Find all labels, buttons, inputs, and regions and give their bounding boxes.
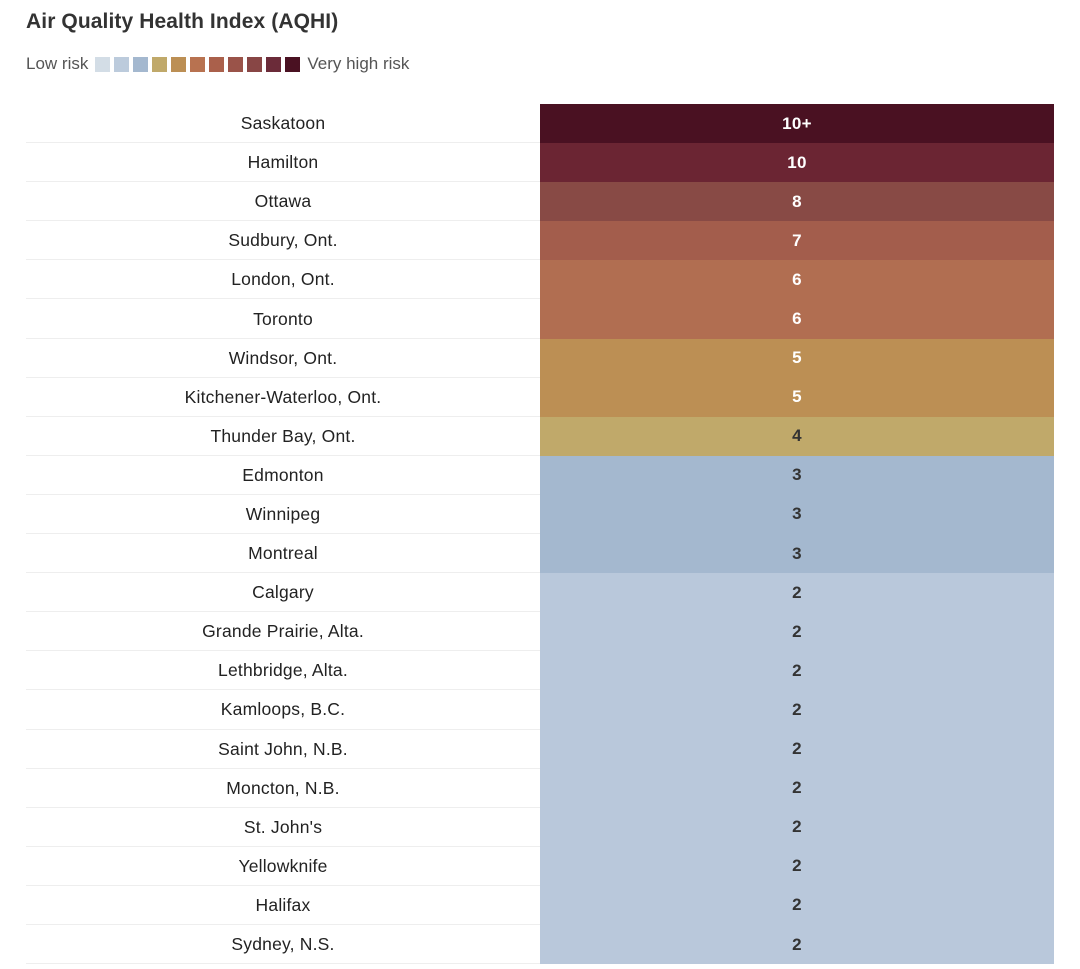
city-label: Edmonton bbox=[242, 464, 324, 485]
legend-swatches bbox=[95, 56, 301, 72]
city-label: Grande Prairie, Alta. bbox=[202, 621, 364, 642]
legend-high-label: Very high risk bbox=[307, 54, 410, 73]
city-label: Lethbridge, Alta. bbox=[218, 660, 348, 681]
city-label: Saskatoon bbox=[240, 113, 326, 134]
table-row: Grande Prairie, Alta. 2 bbox=[26, 612, 1054, 652]
city-label: Hamilton bbox=[247, 152, 319, 173]
aqhi-table: Saskatoon 10+ Hamilton 10 Ottawa 8 Sudbury, On… bbox=[26, 104, 1054, 965]
city-label: Toronto bbox=[253, 308, 313, 329]
aqhi-value-cell: 6 bbox=[540, 299, 1054, 339]
aqhi-legend: Low risk Very high risk bbox=[26, 53, 409, 75]
aqhi-value-cell: 2 bbox=[540, 573, 1054, 613]
legend-swatch-1 bbox=[95, 56, 111, 72]
legend-swatch-2 bbox=[114, 56, 130, 72]
table-row: Toronto 6 bbox=[26, 299, 1054, 339]
aqhi-value-cell: 10+ bbox=[540, 104, 1054, 144]
aqhi-value-cell: 10 bbox=[540, 143, 1054, 183]
aqhi-value-cell: 2 bbox=[540, 807, 1054, 847]
legend-swatch-9 bbox=[247, 56, 263, 72]
legend-swatch-8 bbox=[228, 56, 244, 72]
table-row: Montreal 3 bbox=[26, 534, 1054, 574]
aqhi-value-cell: 2 bbox=[540, 729, 1054, 769]
table-row: Windsor, Ont. 5 bbox=[26, 338, 1054, 378]
table-row: Lethbridge, Alta. 2 bbox=[26, 651, 1054, 691]
aqhi-value-cell: 2 bbox=[540, 690, 1054, 730]
aqhi-value-cell: 6 bbox=[540, 260, 1054, 300]
city-label: London, Ont. bbox=[231, 269, 335, 290]
city-label: Kitchener-Waterloo, Ont. bbox=[184, 386, 382, 407]
city-label: Thunder Bay, Ont. bbox=[210, 425, 356, 446]
table-row: Halifax 2 bbox=[26, 885, 1054, 925]
legend-swatch-4 bbox=[152, 56, 168, 72]
table-row: Kitchener-Waterloo, Ont. 5 bbox=[26, 377, 1054, 417]
legend-swatch-10 bbox=[266, 56, 282, 72]
table-row: Yellowknife 2 bbox=[26, 846, 1054, 886]
aqhi-value-cell: 3 bbox=[540, 534, 1054, 574]
aqhi-value-cell: 3 bbox=[540, 494, 1054, 535]
legend-swatch-7 bbox=[209, 56, 225, 72]
table-row: St. John's 2 bbox=[26, 807, 1054, 847]
aqhi-value-cell: 2 bbox=[540, 612, 1054, 652]
city-label: Ottawa bbox=[254, 191, 312, 212]
aqhi-value-cell: 2 bbox=[540, 885, 1054, 925]
aqhi-value-cell: 4 bbox=[540, 416, 1054, 456]
table-row: Thunder Bay, Ont. 4 bbox=[26, 416, 1054, 456]
city-label: Halifax bbox=[255, 894, 311, 915]
aqhi-value-cell: 3 bbox=[540, 455, 1054, 495]
legend-swatch-5 bbox=[171, 56, 187, 72]
legend-swatch-3 bbox=[133, 56, 149, 72]
city-label: Winnipeg bbox=[245, 503, 321, 524]
table-row: Ottawa 8 bbox=[26, 182, 1054, 222]
aqhi-value-cell: 2 bbox=[540, 924, 1054, 965]
aqhi-value-cell: 2 bbox=[540, 768, 1054, 808]
legend-swatch-6 bbox=[190, 56, 206, 72]
table-row: Hamilton 10 bbox=[26, 143, 1054, 183]
aqhi-value-cell: 8 bbox=[540, 182, 1054, 222]
chart-title: Air Quality Health Index (AQHI) bbox=[26, 10, 339, 33]
city-label: St. John's bbox=[243, 816, 323, 837]
legend-swatch-11 bbox=[285, 56, 301, 72]
table-row: Moncton, N.B. 2 bbox=[26, 768, 1054, 808]
city-label: Saint John, N.B. bbox=[218, 738, 348, 759]
table-row: London, Ont. 6 bbox=[26, 260, 1054, 300]
table-row: Calgary 2 bbox=[26, 573, 1054, 613]
aqhi-value-cell: 5 bbox=[540, 338, 1054, 378]
table-row: Sydney, N.S. 2 bbox=[26, 924, 1054, 965]
city-label: Yellowknife bbox=[238, 855, 328, 876]
city-label: Windsor, Ont. bbox=[228, 347, 338, 368]
city-label: Sydney, N.S. bbox=[231, 934, 335, 955]
table-row: Sudbury, Ont. 7 bbox=[26, 221, 1054, 261]
table-row: Saint John, N.B. 2 bbox=[26, 729, 1054, 769]
table-row: Edmonton 3 bbox=[26, 455, 1054, 495]
aqhi-value-cell: 7 bbox=[540, 221, 1054, 261]
table-row: Kamloops, B.C. 2 bbox=[26, 690, 1054, 730]
city-label: Montreal bbox=[248, 543, 318, 564]
aqhi-value-cell: 2 bbox=[540, 846, 1054, 886]
table-row: Winnipeg 3 bbox=[26, 494, 1054, 535]
aqhi-value-cell: 5 bbox=[540, 377, 1054, 417]
city-label: Moncton, N.B. bbox=[226, 777, 340, 798]
legend-low-label: Low risk bbox=[26, 54, 89, 73]
city-label: Kamloops, B.C. bbox=[220, 699, 346, 720]
city-label: Sudbury, Ont. bbox=[228, 230, 338, 251]
aqhi-value-cell: 2 bbox=[540, 651, 1054, 691]
table-row: Saskatoon 10+ bbox=[26, 104, 1054, 144]
city-label: Calgary bbox=[252, 582, 314, 603]
